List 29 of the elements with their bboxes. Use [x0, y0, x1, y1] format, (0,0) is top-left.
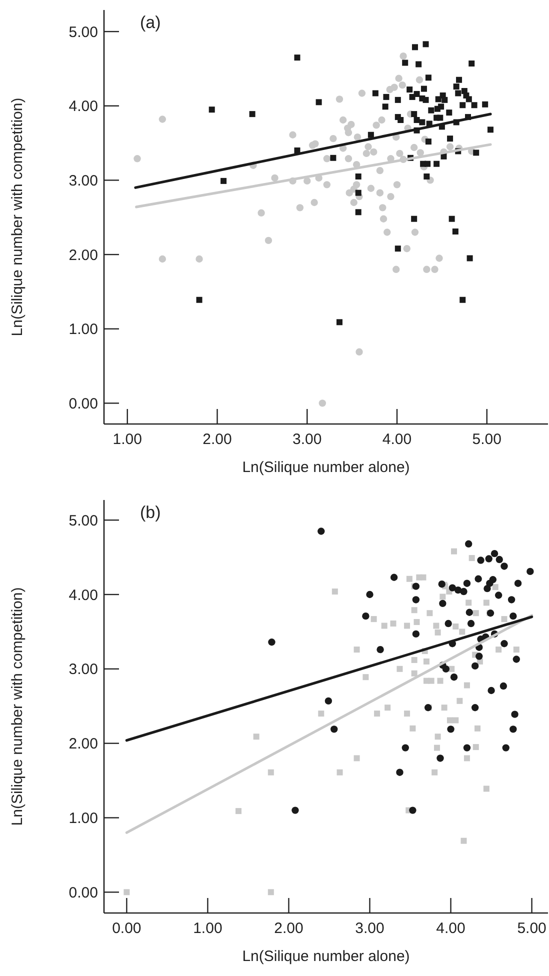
y-tick-label: 3.00	[68, 172, 98, 190]
y-tick-label: 1.00	[68, 321, 98, 338]
x-tick-label: 1.00	[193, 920, 222, 937]
y-tick-label: 5.00	[68, 24, 98, 41]
x-tick-label: 3.00	[355, 920, 384, 937]
x-tick-label: 0.00	[112, 920, 142, 937]
x-tick-label: 4.00	[436, 920, 466, 937]
y-tick-label: 3.00	[68, 661, 98, 678]
y-tick-label: 4.00	[68, 98, 98, 116]
y-tick-label: 0.00	[68, 884, 98, 902]
y-tick-label: 0.00	[68, 395, 98, 412]
y-axis-title: Ln(Silique number with competition)	[9, 587, 26, 826]
y-tick-label: 2.00	[68, 736, 98, 753]
x-tick-label: 3.00	[292, 431, 322, 448]
x-tick-label: 5.00	[472, 431, 502, 448]
y-tick-label: 2.00	[68, 246, 98, 264]
x-axis-title: Ln(Silique number alone)	[242, 948, 410, 965]
y-tick-label: 1.00	[68, 810, 98, 827]
x-tick-label: 5.00	[517, 920, 546, 937]
y-axis-title: Ln(Silique number with competition)	[9, 98, 26, 336]
y-tick-label: 4.00	[68, 586, 98, 604]
x-tick-label: 4.00	[382, 431, 412, 448]
x-tick-label: 2.00	[202, 431, 232, 448]
annotation: (b)	[140, 503, 161, 522]
x-tick-label: 1.00	[112, 431, 142, 448]
annotation: (a)	[140, 13, 161, 32]
x-tick-label: 2.00	[274, 920, 304, 937]
y-tick-label: 5.00	[68, 512, 98, 530]
x-axis-title: Ln(Silique number alone)	[242, 459, 410, 476]
